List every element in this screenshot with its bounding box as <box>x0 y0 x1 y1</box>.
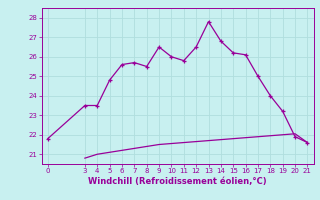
X-axis label: Windchill (Refroidissement éolien,°C): Windchill (Refroidissement éolien,°C) <box>88 177 267 186</box>
